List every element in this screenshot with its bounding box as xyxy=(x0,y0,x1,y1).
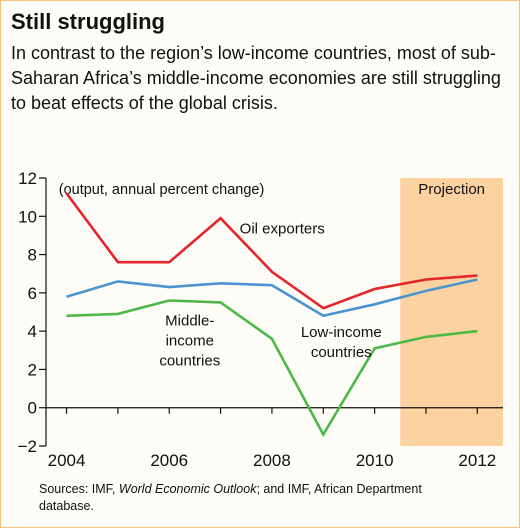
x-tick-label: 2004 xyxy=(48,451,86,466)
source-prefix: Sources: IMF, xyxy=(39,482,119,496)
x-tick-label: 2008 xyxy=(253,451,291,466)
plot-area: Projection 12 10 8 6 4 2 0 −2 2004 2006 2008 2010 20… xyxy=(9,166,513,470)
chart-subtitle: In contrast to the region’s low-income c… xyxy=(11,43,501,113)
x-tick-label: 2012 xyxy=(458,451,496,466)
source-publication: World Economic Outlook xyxy=(118,482,257,496)
low-income-countries-line xyxy=(66,278,478,318)
header: Still struggling In contrast to the regi… xyxy=(11,9,511,116)
middle-income-label: income xyxy=(166,332,214,349)
x-tick-label: 2006 xyxy=(150,451,188,466)
middle-income-label: countries xyxy=(159,352,220,369)
projection-label: Projection xyxy=(418,181,485,198)
chart-title: Still struggling xyxy=(11,9,165,34)
y-tick-label: 2 xyxy=(28,360,37,379)
line-chart: Projection 12 10 8 6 4 2 0 −2 2004 2006 2008 2010 20… xyxy=(18,169,503,470)
y-tick-label: 6 xyxy=(28,284,37,303)
projection-band xyxy=(400,178,503,446)
low-income-label: countries xyxy=(311,344,372,361)
source-note: Sources: IMF, World Economic Outlook; an… xyxy=(39,481,469,515)
y-tick-label: 8 xyxy=(28,246,37,265)
y-tick-label: 10 xyxy=(18,207,37,226)
y-tick-label: 4 xyxy=(28,322,37,341)
middle-income-label: Middle- xyxy=(165,312,214,329)
middle-income-countries-line xyxy=(66,299,478,438)
chart-annotation: (output, annual percent change) xyxy=(59,182,265,198)
oil-exporters-line xyxy=(65,192,478,310)
y-tick-label: −2 xyxy=(18,437,37,456)
low-income-label: Low-income xyxy=(301,324,382,341)
source-suffix: ; and IMF, African Department database. xyxy=(39,482,422,513)
oil-exporters-label: Oil exporters xyxy=(240,221,325,238)
x-tick-label: 2010 xyxy=(356,451,394,466)
y-tick-label: 12 xyxy=(18,169,37,188)
y-tick-label: 0 xyxy=(28,399,37,418)
